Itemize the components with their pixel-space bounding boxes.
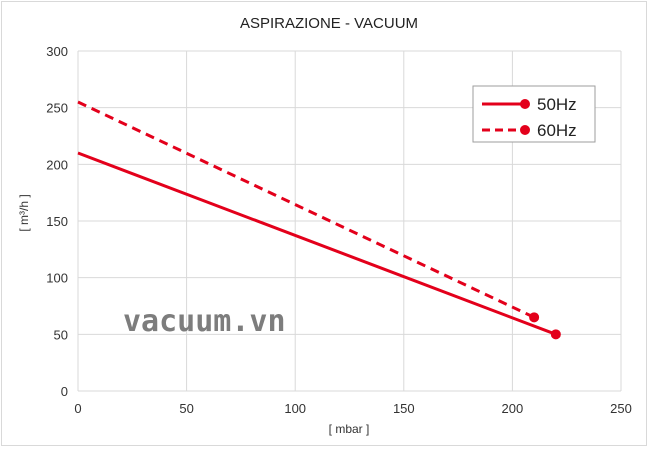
- legend-marker-50Hz: [520, 99, 530, 109]
- x-tick-label: 0: [74, 401, 81, 416]
- legend-box: [472, 85, 596, 143]
- series-end-marker-50Hz: [550, 329, 561, 340]
- x-tick-label: 200: [502, 401, 524, 416]
- series-line-50Hz: [77, 151, 557, 336]
- x-axis-label: [ mbar ]: [329, 422, 370, 436]
- legend: 50Hz 60Hz: [472, 85, 596, 143]
- y-tick-label: 100: [46, 271, 68, 286]
- x-tick-label: 150: [393, 401, 415, 416]
- y-tick-label: 150: [46, 214, 68, 229]
- y-tick-label: 200: [46, 157, 68, 172]
- y-tick-label: 50: [54, 327, 68, 342]
- y-axis-label: [ m³/h ]: [17, 194, 31, 231]
- x-tick-label: 50: [179, 401, 193, 416]
- series-line-60Hz: [77, 100, 535, 319]
- y-tick-label: 300: [46, 44, 68, 59]
- watermark: vacuum.vn: [123, 304, 286, 339]
- x-tick-label: 100: [284, 401, 306, 416]
- legend-label-50Hz: 50Hz: [537, 95, 577, 114]
- grid: [77, 50, 622, 392]
- tick-labels: 0 50 100 150 200 250 0 50 100 150 200 250 300: [46, 44, 632, 416]
- series-group: [77, 100, 561, 340]
- chart-title: ASPIRAZIONE - VACUUM: [240, 15, 418, 32]
- y-tick-label: 0: [61, 384, 68, 399]
- x-tick-label: 250: [610, 401, 632, 416]
- legend-marker-60Hz: [520, 125, 530, 135]
- legend-label-60Hz: 60Hz: [537, 121, 577, 140]
- series-end-marker-60Hz: [529, 312, 540, 323]
- y-tick-label: 250: [46, 101, 68, 116]
